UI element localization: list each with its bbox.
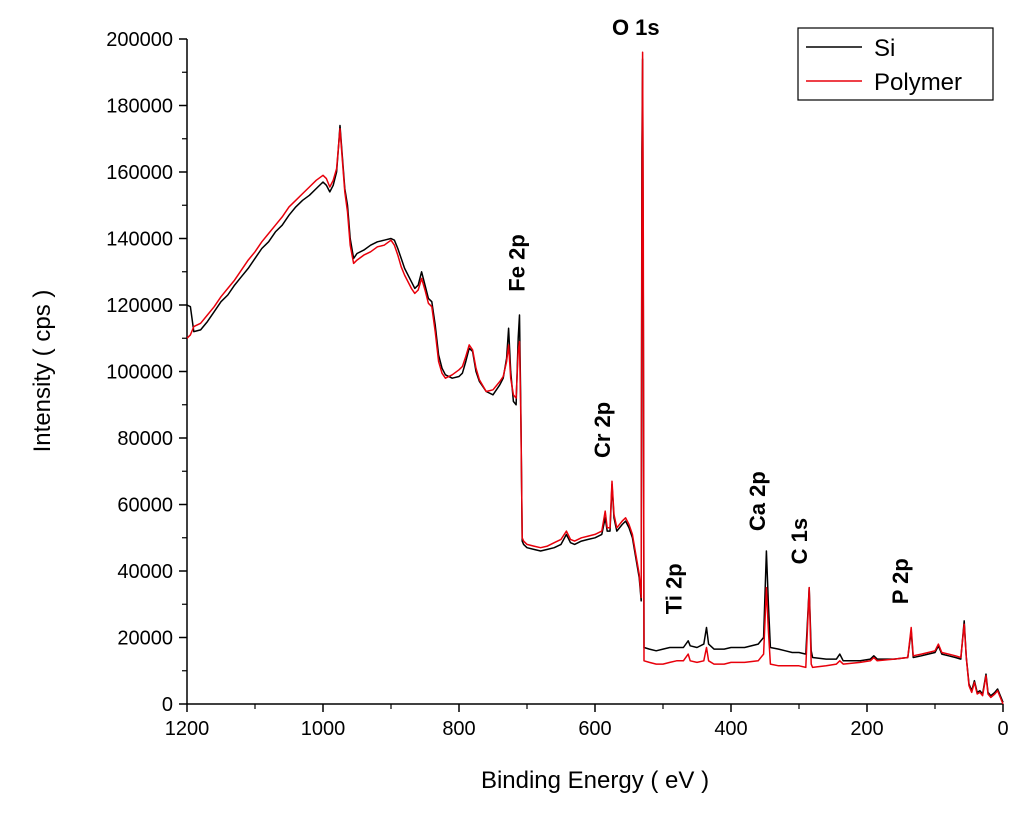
- series-line-polymer: [186, 51, 1004, 705]
- peak-label-ca-2p: Ca 2p: [745, 471, 770, 531]
- legend-label-polymer: Polymer: [874, 69, 962, 96]
- y-tick-label-200000: 200000: [106, 29, 173, 51]
- peak-label-fe-2p: Fe 2p: [504, 234, 529, 291]
- legend-frame: [797, 27, 994, 101]
- x-tick-label-0: 0: [997, 718, 1008, 740]
- y-axis-title: Intensity ( cps ): [29, 290, 56, 453]
- y-tick-label-40000: 40000: [117, 561, 173, 583]
- y-tick-label-140000: 140000: [106, 229, 173, 251]
- x-tick-label-400: 400: [714, 718, 747, 740]
- x-tick-label-1000: 1000: [301, 718, 346, 740]
- peak-label-c-1s: C 1s: [787, 518, 812, 564]
- y-tick-label-120000: 120000: [106, 295, 173, 317]
- y-tick-label-60000: 60000: [117, 495, 173, 517]
- legend-label-si: Si: [874, 35, 895, 62]
- x-tick-label-800: 800: [442, 718, 475, 740]
- legend: Si Polymer: [797, 27, 994, 101]
- y-tick-label-0: 0: [162, 694, 173, 716]
- ticks-layer: 1200 1000 800 600 400 200 00200004000060000800…: [106, 29, 1008, 740]
- y-tick-label-180000: 180000: [106, 96, 173, 118]
- y-tick-label-80000: 80000: [117, 428, 173, 450]
- series-line-si: [186, 58, 1004, 703]
- peak-label-cr-2p: Cr 2p: [590, 402, 615, 458]
- x-tick-label-200: 200: [850, 718, 883, 740]
- peak-label-ti-2p: Ti 2p: [661, 563, 686, 614]
- peak-label-p-2p: P 2p: [888, 558, 913, 604]
- x-axis-title: Binding Energy ( eV ): [481, 767, 709, 794]
- series-layer: [186, 51, 1004, 705]
- x-tick-label-1200: 1200: [165, 718, 210, 740]
- y-tick-label-100000: 100000: [106, 362, 173, 384]
- plot-frame: [186, 39, 1003, 705]
- peak-label-o-1s: O 1s: [612, 15, 660, 40]
- y-tick-label-20000: 20000: [117, 628, 173, 650]
- y-tick-label-160000: 160000: [106, 162, 173, 184]
- annotations-layer: O 1s Fe 2p Cr 2p Ti 2p Ca 2p C 1s P 2p: [504, 15, 913, 614]
- x-tick-label-600: 600: [578, 718, 611, 740]
